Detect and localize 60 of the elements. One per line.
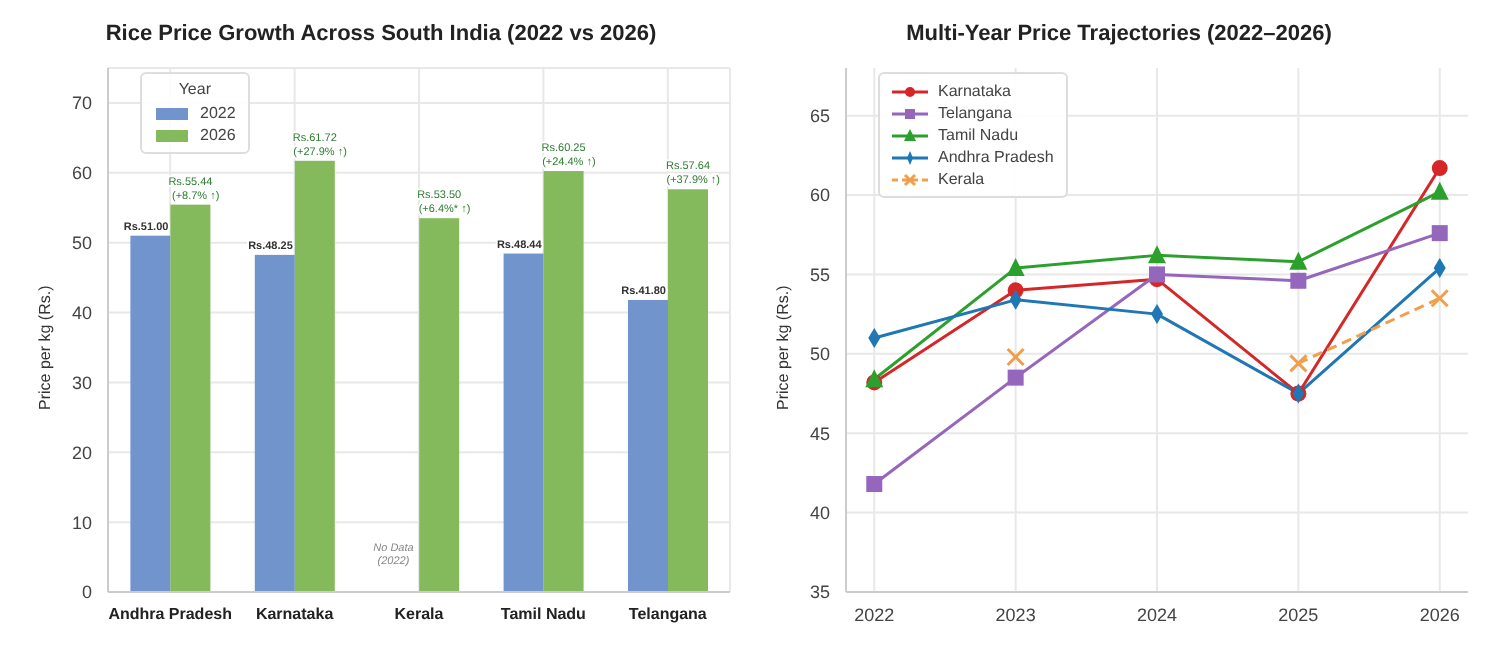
x-tick-label: Tamil Nadu	[500, 605, 587, 624]
y-tick-label: 50	[809, 344, 830, 365]
y-tick-label: 30	[71, 372, 92, 393]
y-tick-label: 70	[71, 93, 92, 114]
y-tick-label: 60	[809, 185, 830, 206]
point	[866, 476, 883, 493]
x-tick-label: 2026	[1419, 604, 1460, 625]
bar	[627, 299, 668, 592]
x-tick-label: Kerala	[394, 605, 445, 624]
bar	[543, 171, 584, 592]
bar	[294, 160, 335, 592]
y-tick-label: 50	[71, 233, 92, 254]
bar	[667, 189, 708, 592]
bar	[130, 235, 171, 592]
y-tick-label: 20	[71, 442, 92, 463]
legend-label: Tamil Nadu	[938, 124, 1019, 146]
point	[1007, 369, 1024, 386]
x-tick-label: 2024	[1136, 604, 1178, 625]
y-tick-label: 40	[809, 503, 830, 523]
point	[1149, 266, 1165, 283]
point	[1006, 258, 1025, 277]
chart-title: Rice Price Growth Across South India (2022 vs 2026)	[103, 20, 659, 50]
legend-label: Telangana	[938, 102, 1012, 124]
point	[1431, 160, 1448, 177]
chart-title: Multi-Year Price Trajectories (2022–2026)	[904, 20, 1334, 50]
y-tick-label: 60	[71, 163, 92, 184]
point	[1006, 347, 1026, 367]
y-tick-label: 40	[71, 302, 92, 323]
point	[865, 369, 884, 388]
legend-label: 2022	[200, 102, 236, 124]
y-axis-title: Price per kg (Rs.)	[773, 284, 792, 410]
point	[1148, 245, 1166, 264]
y-tick-label: 55	[809, 264, 830, 285]
x-tick-label: 2025	[1278, 604, 1319, 625]
bar	[254, 254, 295, 592]
point	[1431, 225, 1448, 242]
point	[1289, 251, 1308, 270]
y-tick-label: 45	[809, 423, 830, 444]
bar	[419, 218, 460, 592]
bar	[503, 253, 544, 592]
legend-label: Andhra Pradesh	[938, 146, 1054, 168]
x-tick-label: Karnataka	[255, 605, 335, 624]
x-tick-label: Telangana	[628, 605, 708, 624]
y-tick-label: 65	[809, 106, 830, 127]
legend-title: Year	[176, 80, 213, 98]
legend-label: Kerala	[938, 168, 985, 190]
legend-label: 2026	[200, 124, 236, 146]
point	[1288, 353, 1308, 373]
point	[1430, 181, 1449, 200]
x-tick-label: 2023	[995, 604, 1036, 625]
point	[1430, 288, 1450, 308]
x-tick-label: 2022	[854, 604, 895, 625]
legend-label: Karnataka	[938, 80, 1011, 102]
x-tick-label: Andhra Pradesh	[108, 605, 233, 624]
y-tick-label: 10	[71, 512, 92, 533]
y-tick-label: 35	[809, 582, 830, 603]
bar	[170, 204, 211, 592]
y-tick-label: 0	[81, 582, 92, 603]
point	[1290, 272, 1307, 289]
y-axis-title: Price per kg (Rs.)	[35, 284, 54, 410]
